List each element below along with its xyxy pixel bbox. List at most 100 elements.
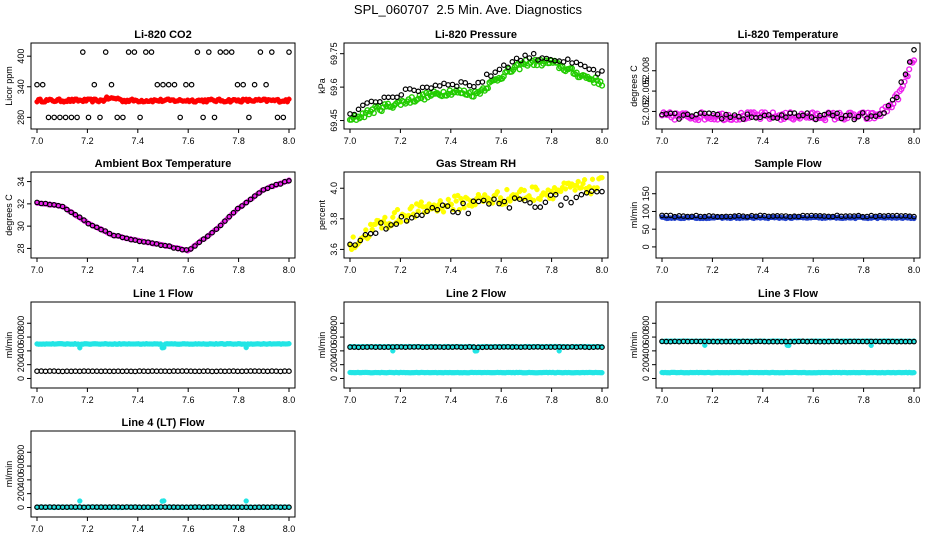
data-point bbox=[517, 57, 524, 64]
x-tick-label: 7.8 bbox=[232, 136, 245, 146]
data-point bbox=[599, 344, 605, 351]
data-point bbox=[213, 226, 220, 233]
data-point bbox=[388, 222, 394, 228]
data-point bbox=[527, 200, 533, 206]
y-tick-label: 400 bbox=[16, 49, 26, 64]
data-point bbox=[370, 109, 377, 117]
y-axis-label: degrees C bbox=[629, 65, 639, 107]
x-tick-label: 7.2 bbox=[81, 395, 94, 405]
data-point bbox=[351, 111, 358, 118]
data-point bbox=[429, 204, 436, 211]
data-point bbox=[137, 114, 143, 121]
data-point bbox=[80, 49, 86, 55]
data-point bbox=[192, 243, 198, 249]
data-point bbox=[347, 111, 353, 117]
data-point bbox=[391, 210, 398, 216]
data-point bbox=[419, 91, 427, 98]
data-point bbox=[516, 66, 523, 73]
chart-title: Li-820 Pressure bbox=[435, 29, 517, 41]
data-point bbox=[757, 114, 764, 121]
plot-frame bbox=[655, 42, 921, 130]
data-point bbox=[394, 94, 400, 101]
data-point bbox=[526, 55, 533, 61]
chart-title: Line 2 Flow bbox=[446, 288, 506, 300]
data-point bbox=[200, 236, 207, 242]
series-reference bbox=[659, 212, 917, 220]
data-point bbox=[246, 114, 252, 121]
data-point bbox=[434, 206, 441, 213]
series-diagnostic bbox=[34, 94, 292, 105]
data-point bbox=[671, 110, 678, 117]
x-tick-label: 7.4 bbox=[757, 265, 770, 275]
series-diagnostic bbox=[659, 369, 917, 376]
y-tick-label: 69.75 bbox=[329, 42, 339, 65]
data-point bbox=[881, 110, 887, 116]
y-tick-label: 600 bbox=[16, 459, 26, 474]
y-tick-label: 800 bbox=[329, 316, 339, 331]
series-reference bbox=[659, 338, 917, 345]
data-point bbox=[829, 112, 836, 119]
chart-pressure: Li-820 Pressure 7.0 7.2 7.4 7.6 7.8 8.0 69.45 69… bbox=[317, 29, 609, 146]
data-point bbox=[68, 209, 75, 216]
data-point bbox=[494, 189, 501, 195]
data-point bbox=[378, 220, 384, 226]
data-point bbox=[263, 81, 269, 88]
data-point bbox=[506, 205, 513, 211]
data-point bbox=[479, 79, 486, 85]
data-point bbox=[911, 369, 917, 376]
data-point bbox=[482, 192, 488, 198]
data-point bbox=[274, 114, 281, 121]
data-point bbox=[744, 111, 751, 118]
x-tick-label: 8.0 bbox=[283, 136, 296, 146]
series-diagnostic bbox=[347, 369, 605, 376]
x-tick-label: 7.6 bbox=[182, 265, 195, 275]
x-tick-label: 7.0 bbox=[344, 395, 357, 405]
data-point bbox=[462, 80, 469, 86]
data-point bbox=[355, 106, 362, 113]
data-point bbox=[76, 214, 83, 221]
data-point bbox=[264, 185, 271, 192]
x-tick-label: 7.8 bbox=[857, 136, 870, 146]
data-point bbox=[855, 113, 862, 120]
data-point bbox=[177, 114, 184, 121]
y-tick-label: 50 bbox=[641, 224, 651, 234]
data-point bbox=[34, 81, 40, 88]
data-point bbox=[783, 114, 789, 121]
data-point bbox=[51, 114, 58, 121]
data-point bbox=[243, 498, 249, 504]
data-point bbox=[466, 82, 473, 89]
data-point bbox=[257, 49, 264, 55]
x-tick-label: 7.0 bbox=[656, 395, 669, 405]
data-point bbox=[166, 243, 173, 249]
data-point bbox=[791, 110, 798, 116]
data-point bbox=[507, 198, 513, 204]
data-point bbox=[393, 221, 400, 227]
plot-frame bbox=[30, 171, 296, 259]
chart-title: Line 3 Flow bbox=[758, 288, 818, 300]
y-tick-label: 800 bbox=[16, 445, 26, 460]
data-point bbox=[74, 114, 80, 121]
y-tick-label: 4.0 bbox=[329, 182, 339, 195]
data-point bbox=[432, 82, 439, 89]
data-point bbox=[501, 198, 508, 205]
data-point bbox=[471, 83, 477, 90]
series-reference bbox=[347, 344, 605, 351]
data-point bbox=[200, 114, 206, 121]
data-point bbox=[350, 234, 356, 240]
y-axis-label: ml/min bbox=[4, 461, 14, 488]
x-tick-label: 7.2 bbox=[81, 524, 94, 534]
data-point bbox=[568, 199, 574, 206]
data-point bbox=[589, 176, 596, 182]
data-point bbox=[154, 81, 161, 88]
x-tick-label: 7.6 bbox=[495, 395, 508, 405]
data-point bbox=[834, 110, 840, 117]
y-tick-label: 200 bbox=[329, 357, 339, 372]
chart-sample: Sample Flow 7.0 7.2 7.4 7.6 7.8 8.0 0 50 100 150ml… bbox=[629, 158, 921, 275]
data-point bbox=[521, 187, 527, 194]
series-reference bbox=[347, 50, 605, 118]
data-point bbox=[578, 191, 585, 198]
data-point bbox=[230, 209, 237, 216]
data-point bbox=[486, 201, 492, 207]
data-point bbox=[357, 237, 364, 244]
data-point bbox=[419, 212, 425, 219]
